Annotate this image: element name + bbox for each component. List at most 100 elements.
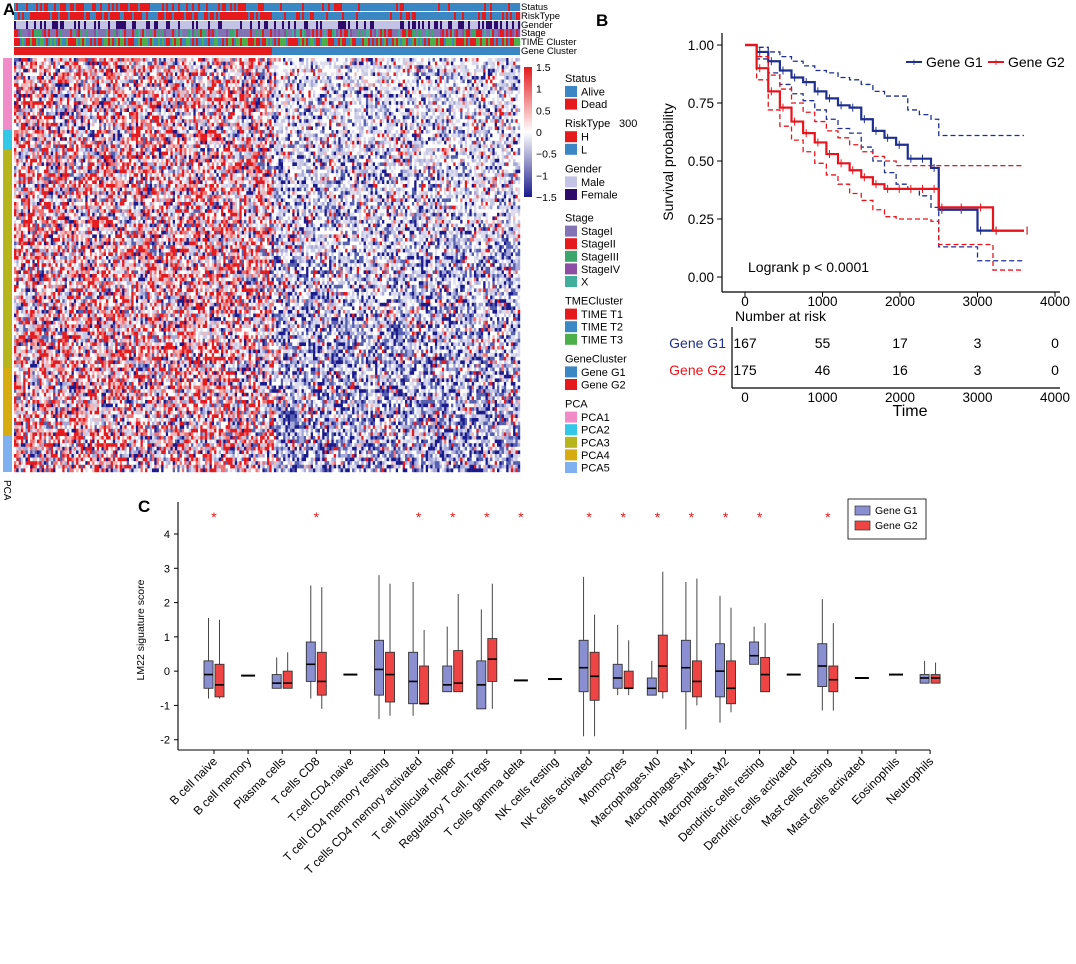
heatmap-cell [110, 90, 114, 95]
heatmap-cell [25, 101, 28, 105]
heatmap-cell [237, 61, 240, 66]
heatmap-cell [471, 112, 475, 116]
heatmap-cell [168, 58, 171, 62]
heatmap-cell [476, 104, 479, 109]
annotation-cell [516, 38, 519, 46]
heatmap-cell [375, 86, 378, 91]
annotation-cell [254, 3, 257, 11]
annotation-cell [486, 38, 489, 46]
heatmap-cell [66, 72, 70, 77]
heatmap-cell [92, 68, 95, 73]
heatmap-cell [34, 58, 38, 62]
heatmap-cell [370, 61, 373, 66]
annotation-cell [492, 21, 495, 29]
annotation-cell [302, 3, 305, 11]
heatmap-cell [122, 65, 125, 69]
heatmap-cell [186, 108, 189, 113]
heatmap-cell [163, 108, 166, 113]
heatmap-cell [147, 104, 150, 109]
heatmap-cell [329, 83, 332, 87]
heatmap-cell [476, 90, 479, 95]
heatmap-cell [393, 79, 396, 84]
heatmap-cell [485, 61, 488, 66]
heatmap-cell [513, 108, 516, 113]
heatmap-cell [62, 65, 65, 69]
heatmap-cell [184, 58, 187, 62]
heatmap-cell [439, 83, 442, 87]
heatmap-cell [264, 112, 268, 116]
heatmap-cell [20, 76, 24, 80]
heatmap-cell [370, 108, 373, 113]
annotation-cell [78, 21, 81, 29]
heatmap-cell [78, 112, 81, 116]
heatmap-cell [204, 94, 208, 98]
annotation-cell [176, 3, 179, 11]
heatmap-cell [430, 86, 433, 91]
heatmap-cell [138, 65, 141, 69]
heatmap-cell [122, 97, 125, 102]
heatmap-cell [276, 108, 279, 113]
heatmap-cell [290, 97, 293, 102]
heatmap-cell [395, 104, 399, 109]
annotation-cell [138, 38, 141, 46]
annotation-cell [462, 12, 465, 20]
heatmap-cell [60, 104, 63, 109]
heatmap-cell [501, 90, 505, 95]
heatmap-cell [409, 90, 413, 95]
heatmap-cell [425, 90, 429, 95]
heatmap-cell [310, 97, 314, 102]
heatmap-cell [186, 86, 189, 91]
heatmap-cell [467, 90, 470, 95]
heatmap-cell [457, 94, 461, 98]
annotation-cell [310, 3, 313, 11]
heatmap-cell [110, 76, 114, 80]
heatmap-cell [451, 72, 454, 77]
heatmap-cell [359, 97, 362, 102]
annotation-cell [172, 12, 175, 20]
heatmap-cell [469, 79, 472, 84]
heatmap-cell [467, 79, 470, 84]
heatmap-cell [315, 104, 318, 109]
heatmap-cell [372, 83, 376, 87]
heatmap-cell [382, 86, 385, 91]
heatmap-cell [405, 61, 408, 66]
heatmap-cell [202, 112, 206, 116]
heatmap-cell [441, 94, 445, 98]
heatmap-cell [135, 68, 139, 73]
heatmap-cell [25, 112, 28, 116]
heatmap-cell [377, 101, 380, 105]
heatmap-cell [308, 101, 311, 105]
heatmap-cell [345, 115, 348, 120]
heatmap-cell [448, 97, 452, 102]
annotation-cell [218, 3, 221, 11]
heatmap-cell [135, 61, 139, 66]
heatmap-cell [276, 97, 279, 102]
heatmap-cell [154, 86, 157, 91]
heatmap-cell [257, 61, 261, 66]
annotation-cell [104, 12, 107, 20]
annotation-cell [404, 38, 407, 46]
heatmap-cell [375, 83, 378, 87]
heatmap-cell [296, 94, 300, 98]
heatmap-cell [411, 86, 415, 91]
heatmap-cell [94, 68, 97, 73]
heatmap-cell [494, 108, 498, 113]
heatmap-cell [416, 76, 419, 80]
heatmap-cell [122, 83, 125, 87]
heatmap-cell [411, 79, 415, 84]
heatmap-cell [267, 97, 270, 102]
annotation-cell [450, 3, 453, 11]
heatmap-cell [227, 68, 231, 73]
annotation-cell [336, 3, 339, 11]
annotation-cell [404, 3, 407, 11]
annotation-cell [84, 3, 87, 11]
heatmap-cell [349, 76, 353, 80]
heatmap-cell [108, 61, 111, 66]
heatmap-cell [122, 101, 125, 105]
heatmap-cell [483, 76, 486, 80]
heatmap-cell [156, 101, 160, 105]
heatmap-cell [345, 79, 348, 84]
heatmap-cell [129, 65, 132, 69]
heatmap-cell [409, 72, 413, 77]
heatmap-cell [469, 68, 472, 73]
